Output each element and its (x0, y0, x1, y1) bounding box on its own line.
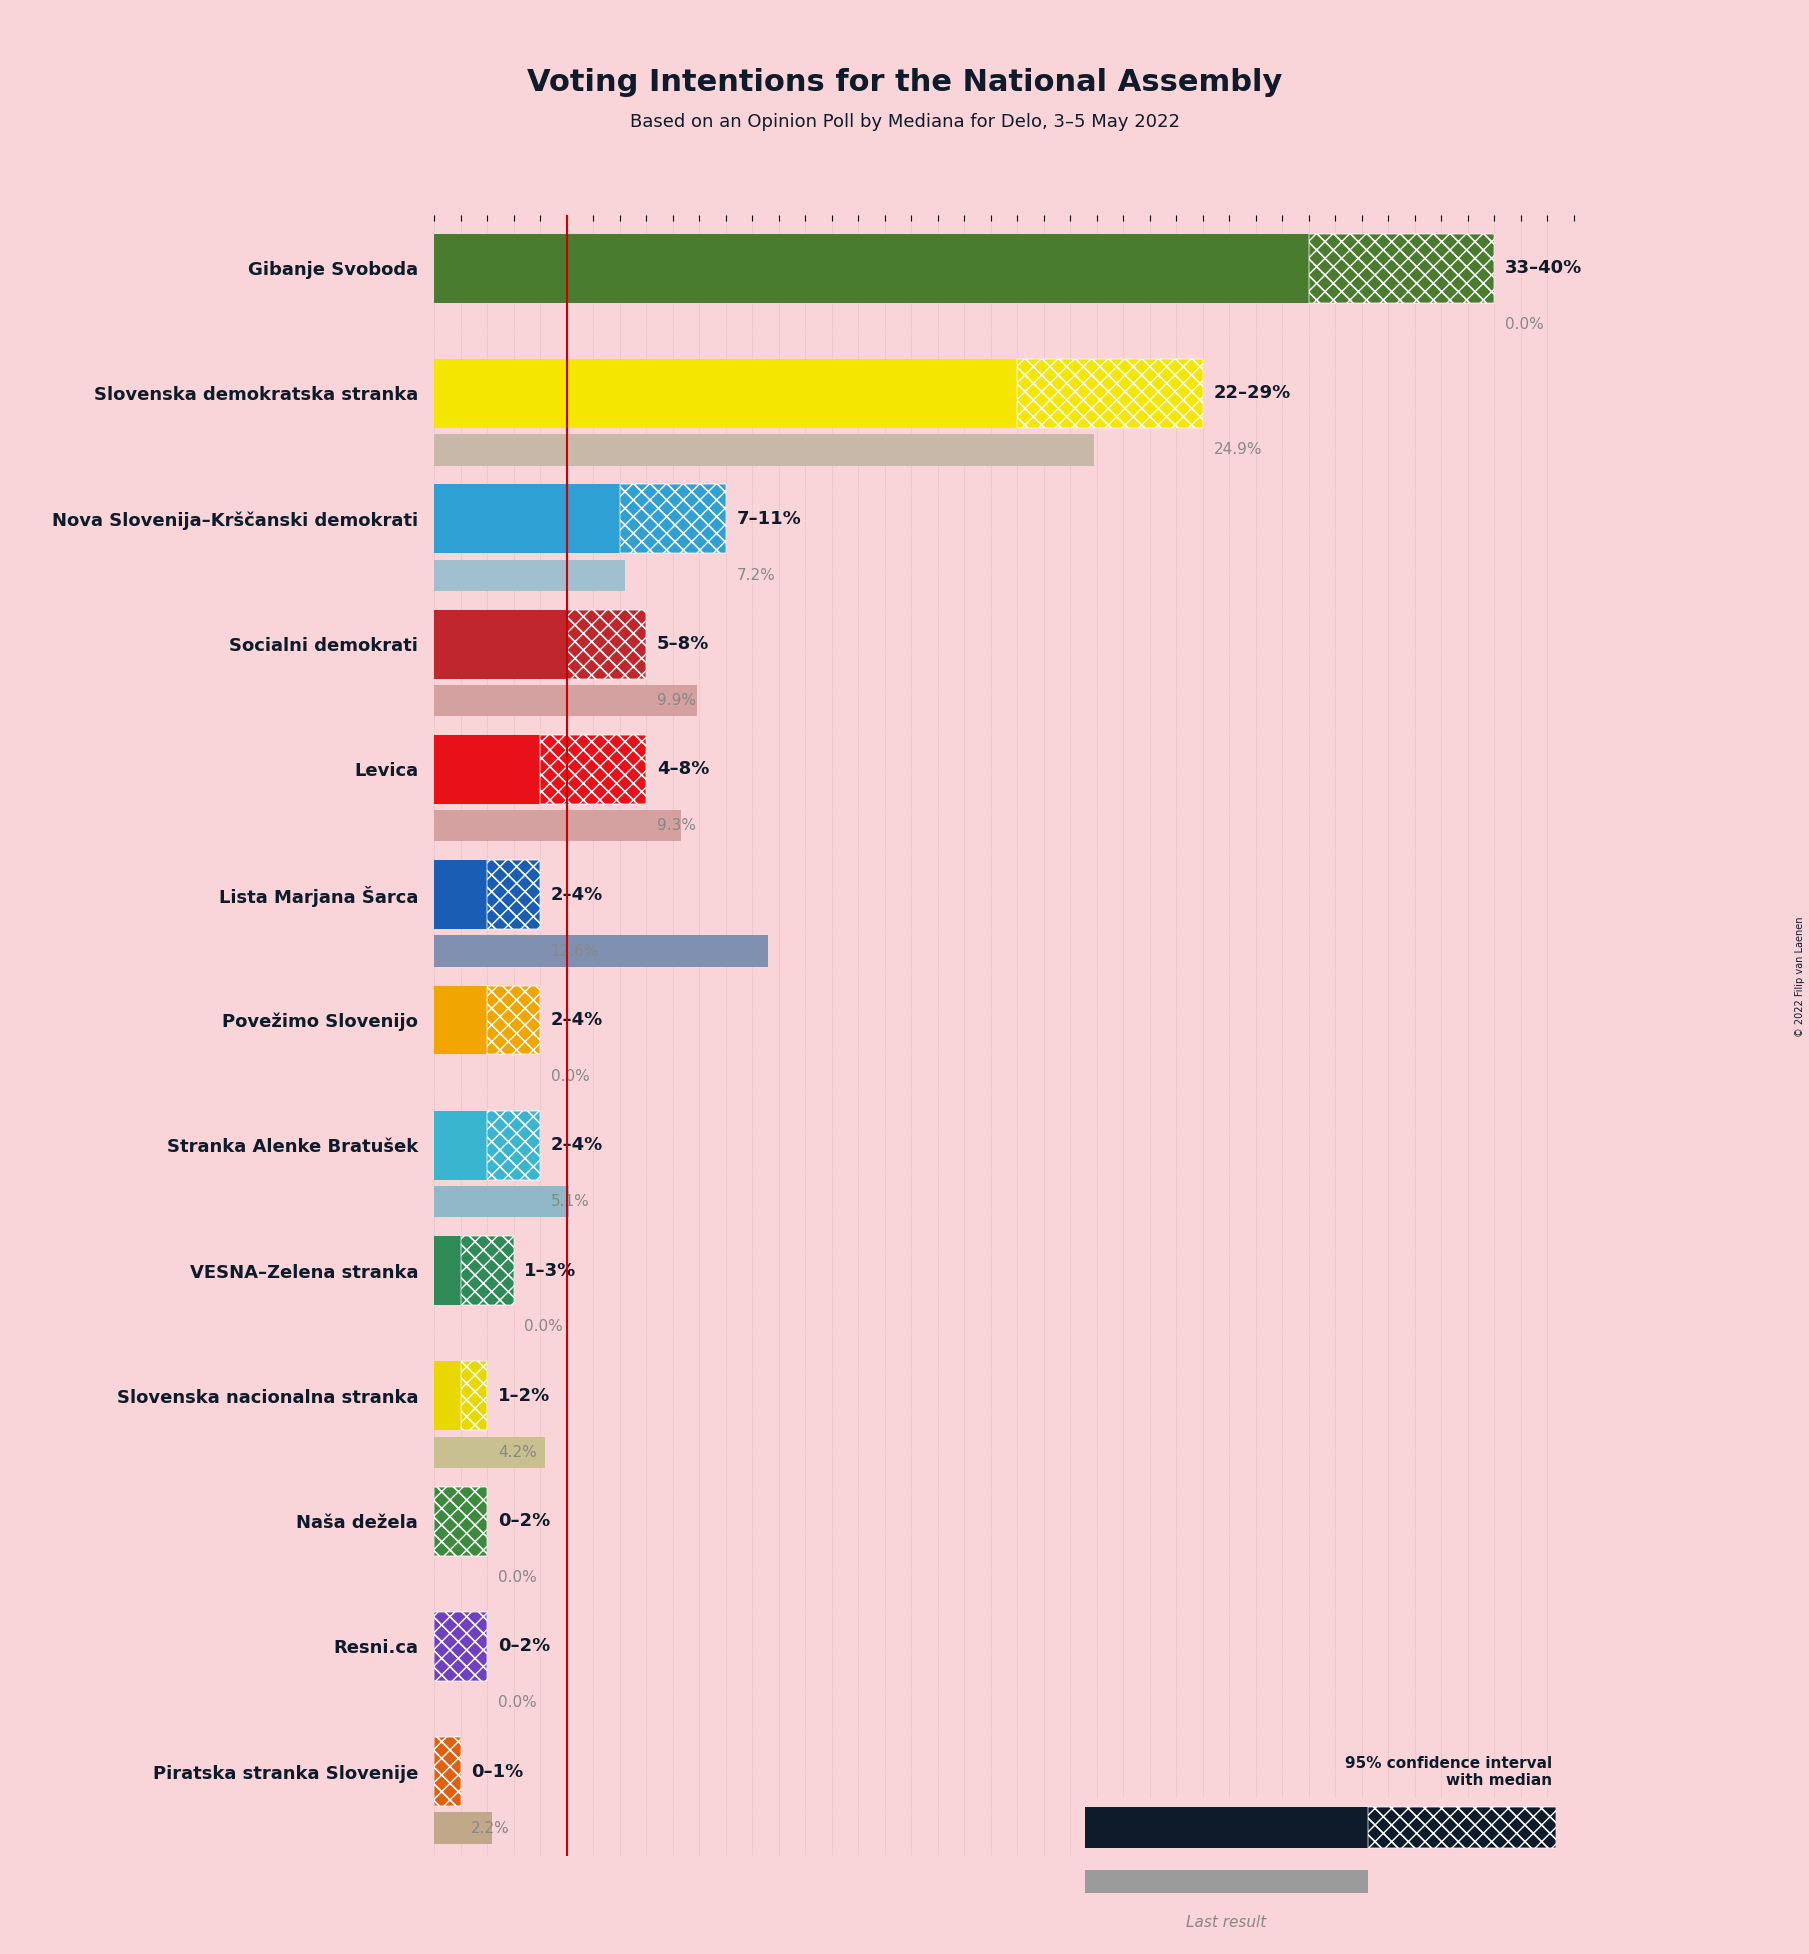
Text: Last result: Last result (1187, 1915, 1266, 1931)
Bar (434, 1737, 461, 1805)
Text: 0–1%: 0–1% (472, 1763, 523, 1780)
Bar (434, 936, 769, 967)
Bar (461, 1237, 514, 1305)
Bar (487, 860, 541, 928)
Bar (434, 1737, 461, 1805)
Text: 9.9%: 9.9% (657, 694, 696, 707)
Bar (487, 1110, 541, 1180)
Text: 1–2%: 1–2% (497, 1387, 550, 1405)
Text: 0–2%: 0–2% (497, 1512, 550, 1530)
Bar (1017, 360, 1203, 428)
Bar (434, 860, 487, 928)
Bar (434, 985, 487, 1055)
Bar (1085, 1870, 1368, 1893)
Bar (566, 610, 646, 678)
Text: 95% confidence interval
with median: 95% confidence interval with median (1346, 1755, 1552, 1788)
Bar (461, 1237, 514, 1305)
Text: 5–8%: 5–8% (657, 635, 709, 653)
Bar (434, 360, 1017, 428)
Bar (434, 811, 680, 842)
Bar (541, 735, 646, 803)
Bar (434, 1612, 487, 1680)
Bar (487, 985, 541, 1055)
Bar (434, 1487, 487, 1555)
Text: 7.2%: 7.2% (736, 569, 774, 582)
Text: 0.0%: 0.0% (550, 1069, 590, 1084)
Text: 4.2%: 4.2% (497, 1444, 537, 1460)
Text: 0.0%: 0.0% (497, 1696, 537, 1710)
Text: 0.0%: 0.0% (1505, 317, 1543, 332)
Bar (434, 1612, 487, 1680)
Text: 33–40%: 33–40% (1505, 260, 1583, 277)
Bar (434, 1813, 492, 1845)
Text: 0.0%: 0.0% (497, 1569, 537, 1585)
Bar (620, 485, 725, 553)
Bar (434, 1110, 487, 1180)
Text: 7–11%: 7–11% (736, 510, 801, 528)
Bar (487, 860, 541, 928)
Text: 0–2%: 0–2% (497, 1637, 550, 1655)
Bar (1017, 360, 1203, 428)
Text: Voting Intentions for the National Assembly: Voting Intentions for the National Assem… (526, 68, 1283, 98)
Text: 12.6%: 12.6% (550, 944, 599, 959)
Text: 0.0%: 0.0% (525, 1319, 563, 1335)
Bar (434, 610, 566, 678)
Bar (434, 434, 1094, 465)
Bar (434, 1487, 487, 1555)
Bar (620, 485, 725, 553)
Bar (1368, 1807, 1556, 1848)
Bar (566, 610, 646, 678)
Bar (434, 684, 696, 715)
Text: 24.9%: 24.9% (1214, 442, 1263, 457)
Text: 5.1%: 5.1% (550, 1194, 590, 1210)
Text: © 2022 Filip van Laenen: © 2022 Filip van Laenen (1795, 916, 1805, 1038)
Text: Based on an Opinion Poll by Mediana for Delo, 3–5 May 2022: Based on an Opinion Poll by Mediana for … (630, 113, 1179, 131)
Bar (434, 485, 620, 553)
Text: 4–8%: 4–8% (657, 760, 709, 778)
Text: 2–4%: 2–4% (550, 1010, 602, 1030)
Bar (487, 985, 541, 1055)
Text: 22–29%: 22–29% (1214, 385, 1290, 403)
Bar (1308, 234, 1494, 303)
Bar (1085, 1807, 1368, 1848)
Bar (1308, 234, 1494, 303)
Text: 9.3%: 9.3% (657, 819, 696, 832)
Bar (1368, 1807, 1556, 1848)
Bar (541, 735, 646, 803)
Bar (434, 1186, 570, 1217)
Bar (434, 559, 624, 590)
Bar (434, 1362, 461, 1430)
Bar (461, 1362, 487, 1430)
Text: 1–3%: 1–3% (525, 1262, 577, 1280)
Bar (461, 1362, 487, 1430)
Text: 2–4%: 2–4% (550, 885, 602, 903)
Bar (434, 1237, 461, 1305)
Bar (434, 1436, 546, 1467)
Text: 2–4%: 2–4% (550, 1137, 602, 1155)
Text: 2.2%: 2.2% (472, 1821, 510, 1835)
Bar (487, 1110, 541, 1180)
Bar (434, 735, 541, 803)
Bar (434, 234, 1308, 303)
